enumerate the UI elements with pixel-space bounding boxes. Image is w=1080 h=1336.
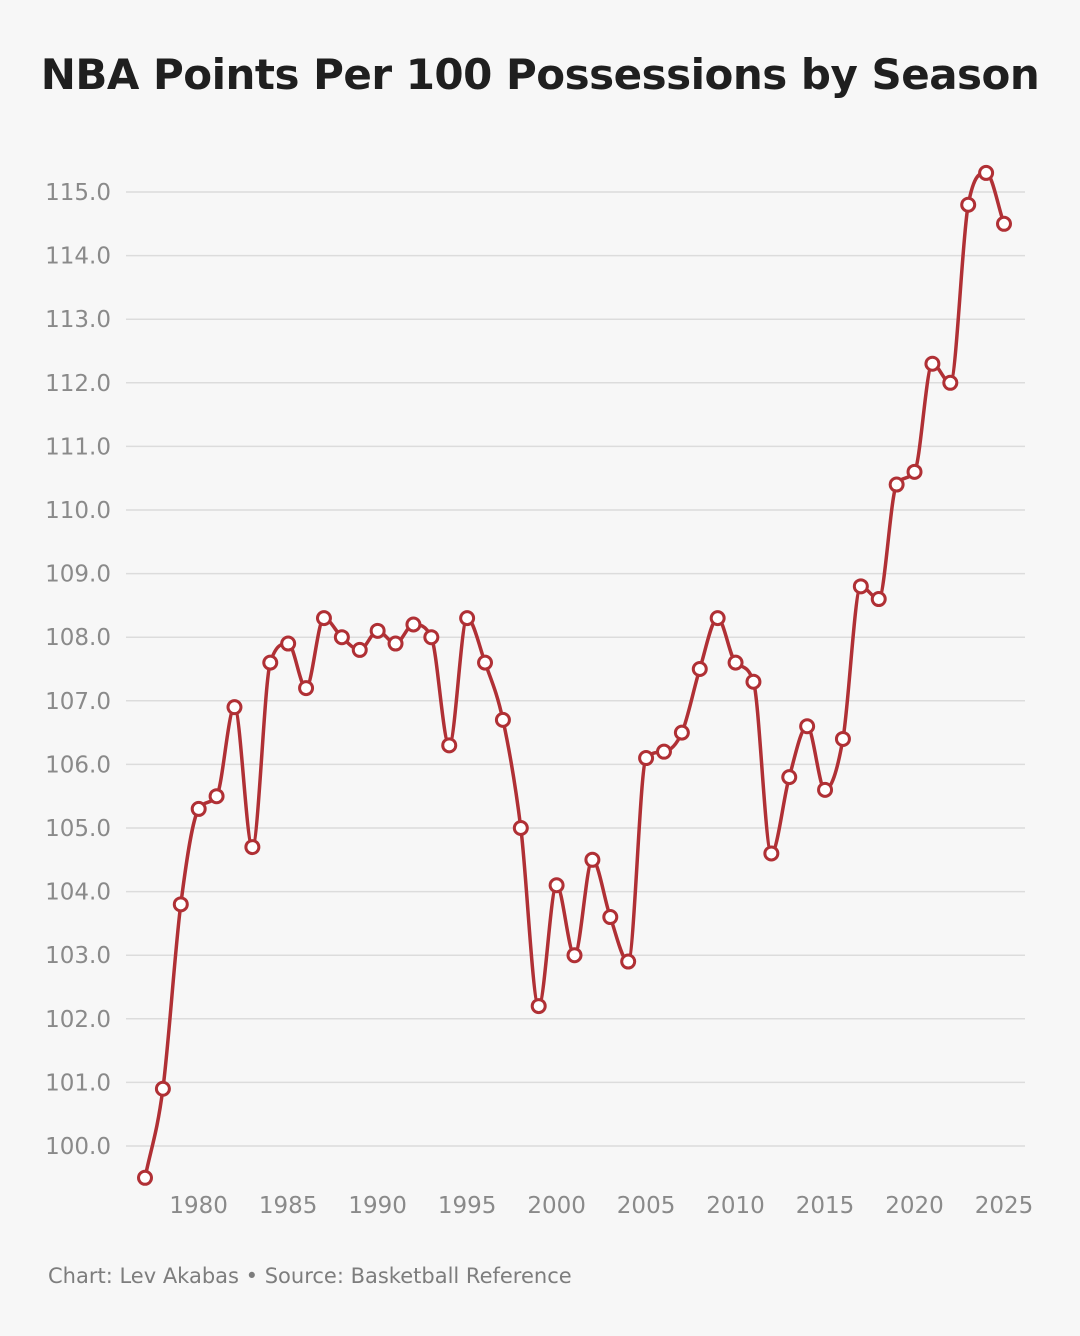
y-tick-label: 113.0 — [45, 307, 111, 333]
data-point — [620, 953, 637, 970]
data-point — [960, 196, 977, 213]
chart-title: NBA Points Per 100 Possessions by Season — [40, 50, 1040, 99]
data-point — [727, 654, 744, 671]
data-point — [978, 164, 995, 181]
y-tick-label: 114.0 — [45, 244, 111, 270]
data-point — [745, 673, 762, 690]
data-point — [333, 629, 350, 646]
data-point — [351, 641, 368, 658]
y-tick-label: 115.0 — [45, 180, 111, 206]
data-point — [512, 820, 529, 836]
y-tick-label: 110.0 — [45, 498, 111, 524]
data-point — [906, 463, 923, 480]
data-point — [996, 215, 1012, 232]
series-line — [143, 171, 1006, 1180]
gridlines — [126, 191, 1025, 1147]
data-point — [942, 374, 959, 391]
data-point — [172, 896, 189, 913]
data-point — [298, 680, 315, 697]
x-tick-label: 2000 — [527, 1193, 586, 1219]
x-tick-label: 2025 — [975, 1193, 1034, 1219]
data-point — [262, 654, 279, 671]
x-axis-ticks: 1980 1985 1990 1995 2000 2005 2010 2015 2020 2025 — [169, 1193, 1033, 1219]
data-points — [137, 164, 1012, 1186]
data-point — [369, 622, 386, 639]
data-point — [530, 998, 547, 1015]
data-point — [870, 591, 887, 608]
x-tick-label: 2010 — [706, 1193, 765, 1219]
data-point — [655, 743, 672, 760]
data-point — [137, 1169, 153, 1186]
y-tick-label: 108.0 — [45, 625, 111, 651]
data-point — [781, 769, 798, 786]
data-point — [817, 781, 834, 798]
data-point — [405, 616, 422, 633]
data-point — [208, 788, 225, 805]
y-tick-label: 111.0 — [45, 434, 111, 460]
data-point — [244, 839, 261, 856]
data-point — [834, 730, 851, 747]
data-point — [566, 947, 583, 964]
data-point — [190, 800, 207, 817]
data-point — [477, 654, 494, 671]
source-credit: Chart: Lev Akabas • Source: Basketball R… — [48, 1264, 572, 1288]
data-point — [280, 635, 297, 652]
data-point — [673, 724, 690, 741]
y-tick-label: 112.0 — [45, 371, 111, 397]
data-point — [494, 711, 511, 728]
data-point — [584, 851, 601, 868]
data-point — [852, 578, 869, 595]
y-tick-label: 101.0 — [45, 1070, 111, 1096]
x-tick-label: 2015 — [796, 1193, 855, 1219]
x-tick-label: 1990 — [348, 1193, 407, 1219]
data-point — [441, 737, 458, 754]
data-point — [888, 476, 905, 493]
y-tick-label: 102.0 — [45, 1007, 111, 1033]
data-point — [315, 610, 332, 627]
data-point — [709, 610, 726, 627]
data-point — [799, 718, 816, 735]
y-tick-label: 107.0 — [45, 689, 111, 715]
y-tick-label: 103.0 — [45, 943, 111, 969]
data-point — [924, 355, 941, 372]
data-point — [387, 635, 404, 652]
y-tick-label: 106.0 — [45, 752, 111, 778]
data-point — [423, 629, 440, 646]
data-point — [763, 845, 780, 862]
x-tick-label: 2020 — [885, 1193, 944, 1219]
data-point — [154, 1080, 171, 1097]
data-point — [638, 750, 655, 767]
data-point — [459, 610, 476, 627]
data-point — [548, 877, 565, 894]
y-tick-label: 105.0 — [45, 816, 111, 842]
data-point — [602, 909, 619, 926]
data-point — [226, 699, 243, 716]
x-tick-label: 1985 — [259, 1193, 318, 1219]
x-tick-label: 1980 — [169, 1193, 228, 1219]
series-line-path — [143, 171, 1006, 1180]
data-point — [691, 661, 708, 677]
x-tick-label: 1995 — [438, 1193, 497, 1219]
y-tick-label: 109.0 — [45, 562, 111, 588]
y-tick-label: 104.0 — [45, 880, 111, 906]
y-axis-ticks: 100.0 101.0 102.0 103.0 104.0 105.0 106.0 107.0… — [45, 180, 111, 1160]
y-tick-label: 100.0 — [45, 1134, 111, 1160]
x-tick-label: 2005 — [617, 1193, 676, 1219]
